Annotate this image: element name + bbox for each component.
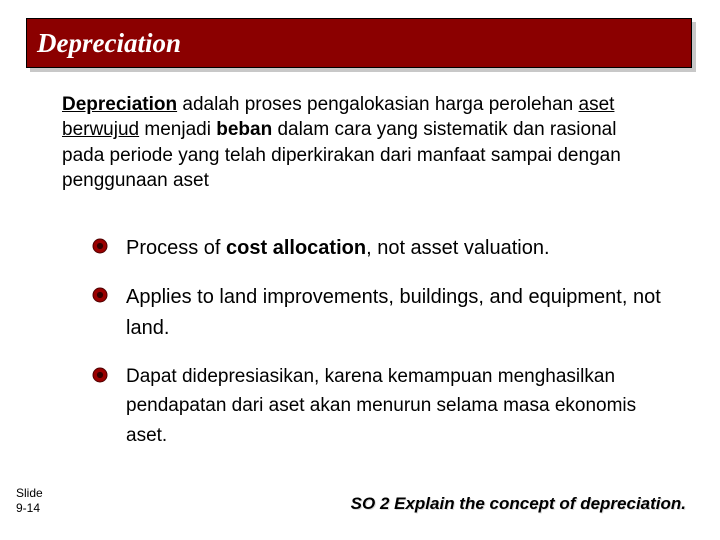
list-item: Dapat didepresiasikan, karena kemampuan … (92, 362, 672, 450)
slide-number-value: 9-14 (16, 501, 43, 516)
bullet-icon (92, 287, 108, 303)
title-bar: Depreciation (26, 18, 692, 68)
title-bar-container: Depreciation (26, 18, 692, 68)
slide-number: Slide 9-14 (16, 486, 43, 516)
list-item: Process of cost allocation, not asset va… (92, 233, 672, 264)
intro-term-depreciation: Depreciation (62, 94, 177, 115)
study-objective-caption: SO 2 Explain the concept of depreciation… (351, 494, 686, 514)
list-item-text: Dapat didepresiasikan, karena kemampuan … (126, 362, 672, 450)
list-item-bold: cost allocation (226, 237, 366, 259)
list-item: Applies to land improvements, buildings,… (92, 282, 672, 344)
list-item-text: Process of cost allocation, not asset va… (126, 233, 672, 264)
list-item-post: , not asset valuation. (366, 237, 549, 259)
bullet-icon (92, 238, 108, 254)
intro-text-a: adalah proses pengalokasian harga perole… (177, 94, 578, 115)
intro-term-beban: beban (216, 119, 272, 140)
intro-paragraph: Depreciation adalah proses pengalokasian… (62, 92, 662, 193)
bullet-icon (92, 367, 108, 383)
bullet-list: Process of cost allocation, not asset va… (92, 233, 672, 468)
list-item-pre: Applies to land improvements, buildings,… (126, 286, 661, 339)
list-item-text: Applies to land improvements, buildings,… (126, 282, 672, 344)
slide-number-label: Slide (16, 486, 43, 501)
list-item-pre: Dapat didepresiasikan, karena kemampuan … (126, 366, 636, 446)
intro-text-b: menjadi (139, 119, 216, 140)
list-item-pre: Process of (126, 237, 226, 259)
page-title: Depreciation (37, 28, 181, 59)
